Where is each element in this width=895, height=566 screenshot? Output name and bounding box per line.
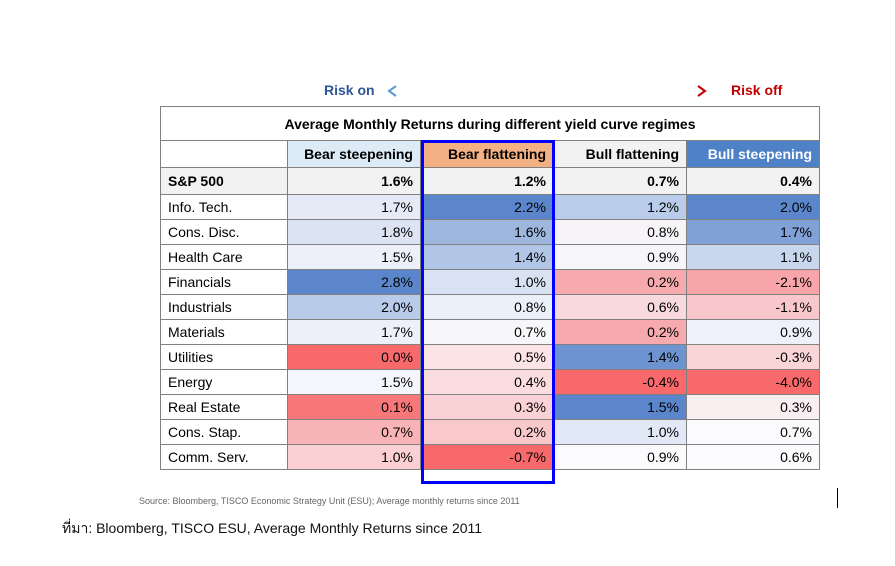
heatmap-cell: 1.0% bbox=[287, 444, 421, 470]
table-row: Energy 1.5% 0.4% -0.4% -4.0% bbox=[160, 369, 820, 395]
column-header: Bear flattening bbox=[420, 140, 554, 168]
heatmap-cell: -0.4% bbox=[553, 369, 687, 395]
benchmark-value: 0.4% bbox=[686, 167, 820, 195]
benchmark-label: S&P 500 bbox=[160, 167, 288, 195]
sector-label: Health Care bbox=[160, 244, 288, 270]
sector-label: Financials bbox=[160, 269, 288, 295]
benchmark-value: 1.2% bbox=[420, 167, 554, 195]
heatmap-cell: 0.7% bbox=[686, 419, 820, 445]
heatmap-cell: -4.0% bbox=[686, 369, 820, 395]
source-text: Source: Bloomberg, TISCO Economic Strate… bbox=[139, 496, 520, 506]
heatmap-cell: 0.3% bbox=[686, 394, 820, 420]
sector-label: Cons. Stap. bbox=[160, 419, 288, 445]
heatmap-cell: 0.8% bbox=[553, 219, 687, 245]
table-row: Industrials 2.0% 0.8% 0.6% -1.1% bbox=[160, 294, 820, 320]
heatmap-cell: 0.9% bbox=[553, 244, 687, 270]
heatmap-cell: 2.8% bbox=[287, 269, 421, 295]
column-header: Bull flattening bbox=[553, 140, 687, 168]
heatmap-cell: 1.0% bbox=[553, 419, 687, 445]
heatmap-cell: 1.0% bbox=[420, 269, 554, 295]
table-row: Cons. Disc. 1.8% 1.6% 0.8% 1.7% bbox=[160, 219, 820, 245]
heatmap-cell: -0.3% bbox=[686, 344, 820, 370]
risk-on-label: Risk on bbox=[324, 82, 375, 98]
returns-table: Average Monthly Returns during different… bbox=[160, 106, 820, 470]
heatmap-cell: 2.0% bbox=[686, 194, 820, 220]
heatmap-cell: 1.7% bbox=[287, 194, 421, 220]
heatmap-cell: 0.5% bbox=[420, 344, 554, 370]
sector-label: Energy bbox=[160, 369, 288, 395]
heatmap-cell: 0.2% bbox=[420, 419, 554, 445]
risk-spectrum-arrow-icon bbox=[387, 85, 707, 97]
heatmap-cell: 0.9% bbox=[686, 319, 820, 345]
heatmap-cell: 1.7% bbox=[686, 219, 820, 245]
heatmap-cell: 1.5% bbox=[287, 369, 421, 395]
table-title: Average Monthly Returns during different… bbox=[160, 106, 820, 141]
heatmap-cell: 0.6% bbox=[686, 444, 820, 470]
heatmap-cell: 1.5% bbox=[287, 244, 421, 270]
sector-label: Cons. Disc. bbox=[160, 219, 288, 245]
heatmap-cell: 1.8% bbox=[287, 219, 421, 245]
table-row: Info. Tech. 1.7% 2.2% 1.2% 2.0% bbox=[160, 194, 820, 220]
heatmap-cell: 0.0% bbox=[287, 344, 421, 370]
benchmark-value: 1.6% bbox=[287, 167, 421, 195]
column-header: Bear steepening bbox=[287, 140, 421, 168]
heatmap-cell: 2.2% bbox=[420, 194, 554, 220]
heatmap-cell: 1.4% bbox=[420, 244, 554, 270]
heatmap-cell: -0.7% bbox=[420, 444, 554, 470]
heatmap-cell: 1.1% bbox=[686, 244, 820, 270]
heatmap-cell: 0.8% bbox=[420, 294, 554, 320]
text-cursor bbox=[837, 488, 838, 508]
heatmap-cell: 2.0% bbox=[287, 294, 421, 320]
heatmap-cell: -1.1% bbox=[686, 294, 820, 320]
heatmap-cell: 0.1% bbox=[287, 394, 421, 420]
heatmap-cell: 1.5% bbox=[553, 394, 687, 420]
sector-label: Industrials bbox=[160, 294, 288, 320]
sector-label: Utilities bbox=[160, 344, 288, 370]
table-row: Comm. Serv. 1.0% -0.7% 0.9% 0.6% bbox=[160, 444, 820, 470]
heatmap-cell: 0.7% bbox=[287, 419, 421, 445]
sector-label: Comm. Serv. bbox=[160, 444, 288, 470]
heatmap-cell: 0.3% bbox=[420, 394, 554, 420]
heatmap-cell: 1.2% bbox=[553, 194, 687, 220]
sector-label: Info. Tech. bbox=[160, 194, 288, 220]
table-row: Materials 1.7% 0.7% 0.2% 0.9% bbox=[160, 319, 820, 345]
highlight-box bbox=[421, 140, 555, 484]
heatmap-cell: 0.7% bbox=[420, 319, 554, 345]
sector-label: Real Estate bbox=[160, 394, 288, 420]
header-blank bbox=[160, 140, 288, 168]
heatmap-cell: 0.6% bbox=[553, 294, 687, 320]
table-row: Utilities 0.0% 0.5% 1.4% -0.3% bbox=[160, 344, 820, 370]
heatmap-cell: 1.7% bbox=[287, 319, 421, 345]
column-header: Bull steepening bbox=[686, 140, 820, 168]
table-row: Financials 2.8% 1.0% 0.2% -2.1% bbox=[160, 269, 820, 295]
table-row: Cons. Stap. 0.7% 0.2% 1.0% 0.7% bbox=[160, 419, 820, 445]
note-text: ที่มา: Bloomberg, TISCO ESU, Average Mon… bbox=[62, 520, 483, 536]
heatmap-cell: -2.1% bbox=[686, 269, 820, 295]
benchmark-value: 0.7% bbox=[553, 167, 687, 195]
heatmap-cell: 0.9% bbox=[553, 444, 687, 470]
heatmap-cell: 1.4% bbox=[553, 344, 687, 370]
heatmap-cell: 0.2% bbox=[553, 269, 687, 295]
risk-off-label: Risk off bbox=[731, 82, 783, 98]
heatmap-cell: 0.2% bbox=[553, 319, 687, 345]
table-row: Real Estate 0.1% 0.3% 1.5% 0.3% bbox=[160, 394, 820, 420]
sector-label: Materials bbox=[160, 319, 288, 345]
